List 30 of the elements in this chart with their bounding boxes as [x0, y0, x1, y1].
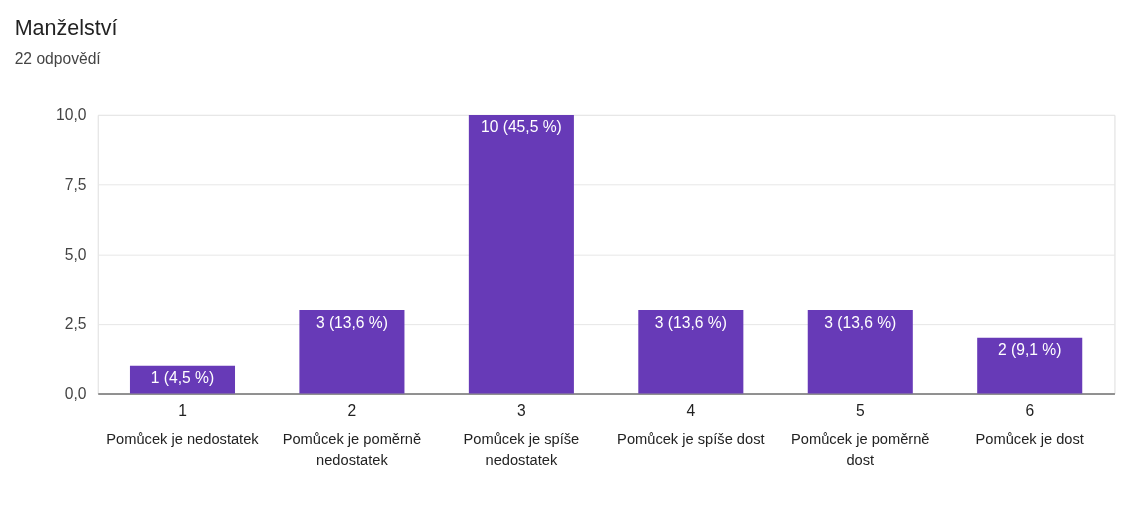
- bar: [468, 114, 574, 394]
- y-tick-label: 2,5: [64, 315, 87, 333]
- bar: [299, 309, 405, 394]
- data-label: 3 (13,6 %): [824, 313, 897, 331]
- text: Pomůcek je dost: [975, 431, 1084, 448]
- chart-subtitle: 22 odpovědí: [14, 50, 102, 68]
- text: Pomůcek je spíše dost: [617, 431, 765, 448]
- x-tick-label: 5: [855, 402, 865, 420]
- text: Pomůcek je spíše nedostatek: [463, 431, 580, 468]
- text: Pomůcek je nedostatek: [106, 431, 260, 448]
- bar: [807, 309, 913, 394]
- y-tick-label: 5,0: [64, 245, 87, 263]
- text: Pomůcek je poměrně nedostatek: [282, 431, 422, 468]
- bar: [977, 337, 1083, 394]
- text: Pomůcek je poměrně dost: [791, 431, 930, 468]
- y-tick-label: 7,5: [64, 175, 87, 193]
- data-label: 3 (13,6 %): [315, 313, 388, 331]
- data-label: 2 (9,1 %): [998, 341, 1062, 359]
- data-label: 10 (45,5 %): [480, 118, 562, 136]
- data-label: 1 (4,5 %): [150, 369, 215, 387]
- x-tick-label: 6: [1025, 402, 1035, 420]
- x-tick-label: 3: [517, 402, 526, 420]
- x-tick-label: 2: [347, 402, 357, 420]
- x-tick-label: 4: [686, 402, 696, 420]
- bar: [638, 309, 744, 394]
- y-tick-label: 10,0: [56, 106, 87, 124]
- y-tick-label: 0,0: [64, 384, 87, 402]
- chart-title: Manželství: [14, 15, 118, 40]
- data-label: 3 (13,6 %): [654, 313, 727, 331]
- x-tick-label: 1: [178, 402, 187, 420]
